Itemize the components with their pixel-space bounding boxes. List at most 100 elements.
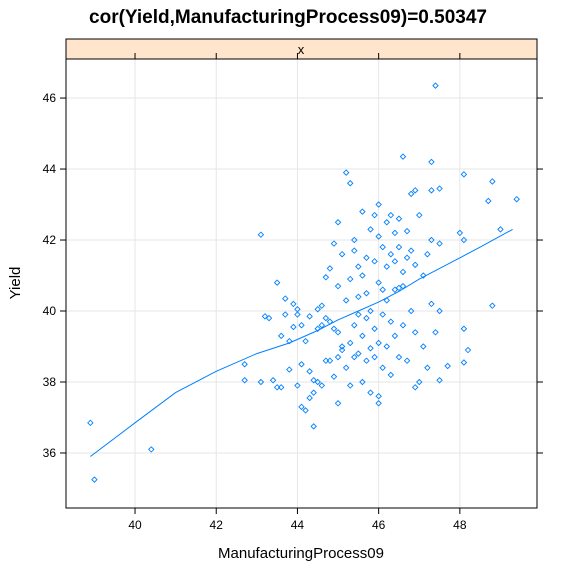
data-point	[290, 300, 297, 308]
data-point	[485, 197, 492, 205]
data-point	[399, 153, 407, 160]
data-point	[326, 318, 334, 325]
data-point	[290, 323, 297, 331]
data-point	[359, 208, 366, 215]
data-point	[91, 476, 98, 483]
data-point	[464, 346, 472, 354]
data-point	[411, 384, 419, 391]
data-point	[375, 339, 382, 347]
x-tick-label: 48	[453, 518, 467, 532]
y-tick-label: 46	[43, 91, 57, 105]
data-point	[294, 311, 301, 318]
data-point	[363, 314, 370, 322]
axis-ticks: 40 42 44 46 48 36 38 40 42 44 46	[43, 53, 543, 532]
data-point	[298, 321, 305, 329]
data-point	[399, 282, 407, 290]
data-point	[411, 187, 419, 194]
data-point	[391, 258, 399, 265]
data-point	[318, 382, 326, 389]
data-point	[436, 376, 443, 384]
data-point	[314, 378, 321, 386]
data-point	[407, 307, 415, 315]
data-point	[403, 254, 411, 262]
x-tick-label: 46	[372, 518, 386, 532]
data-point	[420, 343, 427, 350]
data-point	[379, 364, 386, 372]
x-tick-label: 44	[291, 518, 305, 532]
data-point	[460, 359, 468, 366]
data-point	[363, 254, 370, 262]
data-point	[420, 272, 427, 279]
data-point	[322, 274, 330, 281]
data-point	[375, 279, 382, 286]
data-point	[383, 263, 391, 270]
data-point	[277, 384, 285, 391]
data-point	[355, 293, 362, 301]
data-point	[338, 346, 346, 354]
data-point	[363, 290, 370, 297]
data-point	[363, 357, 370, 364]
data-point	[241, 361, 248, 368]
panel-strip-label: x	[298, 42, 305, 57]
data-point	[436, 307, 443, 315]
data-point	[330, 240, 338, 247]
data-point	[351, 321, 358, 329]
data-point	[497, 226, 504, 233]
data-point	[334, 353, 342, 361]
data-point	[322, 314, 330, 322]
y-tick-label: 42	[43, 233, 57, 247]
data-point	[403, 227, 411, 235]
data-point	[375, 201, 382, 208]
data-point	[326, 265, 334, 272]
data-point	[314, 305, 321, 313]
data-point	[351, 247, 358, 254]
chart-title: cor(Yield,ManufacturingProcess09)=0.5034…	[89, 7, 487, 28]
data-point	[428, 187, 435, 194]
data-point	[330, 373, 338, 380]
data-point	[367, 307, 374, 315]
data-point	[338, 343, 346, 350]
data-point	[286, 337, 293, 345]
data-point	[310, 376, 317, 384]
data-point	[391, 229, 399, 237]
data-point	[310, 389, 317, 396]
data-point	[326, 357, 334, 364]
data-point	[383, 343, 391, 350]
data-point	[294, 382, 301, 389]
panel-border	[65, 58, 538, 509]
data-point	[383, 219, 391, 226]
data-point	[436, 240, 443, 247]
data-point	[318, 302, 326, 309]
y-tick-label: 40	[43, 304, 57, 318]
data-point	[265, 314, 273, 322]
data-point	[387, 371, 395, 379]
data-point	[257, 378, 265, 386]
data-point	[428, 158, 435, 166]
data-point	[444, 362, 451, 370]
smooth-line-layer	[90, 228, 513, 457]
data-point	[411, 329, 419, 336]
data-point	[302, 337, 309, 345]
data-point	[334, 219, 342, 226]
data-point	[424, 250, 431, 258]
smooth-line	[90, 228, 513, 457]
y-axis-label: Yield	[7, 267, 24, 300]
data-point	[338, 250, 346, 258]
data-point	[346, 179, 354, 187]
x-axis-label: ManufacturingProcess09	[218, 545, 384, 562]
data-point	[428, 236, 435, 244]
data-point	[371, 353, 378, 361]
data-point	[310, 423, 317, 430]
data-point	[375, 392, 382, 400]
points-layer	[87, 82, 520, 483]
data-point	[273, 279, 281, 286]
grid	[66, 59, 537, 508]
data-point	[302, 407, 309, 414]
data-point	[456, 229, 464, 237]
data-point	[306, 313, 313, 320]
x-tick-label: 40	[128, 518, 142, 532]
data-point	[257, 231, 265, 238]
data-point	[318, 321, 326, 329]
data-point	[261, 313, 269, 320]
data-point	[241, 376, 248, 384]
